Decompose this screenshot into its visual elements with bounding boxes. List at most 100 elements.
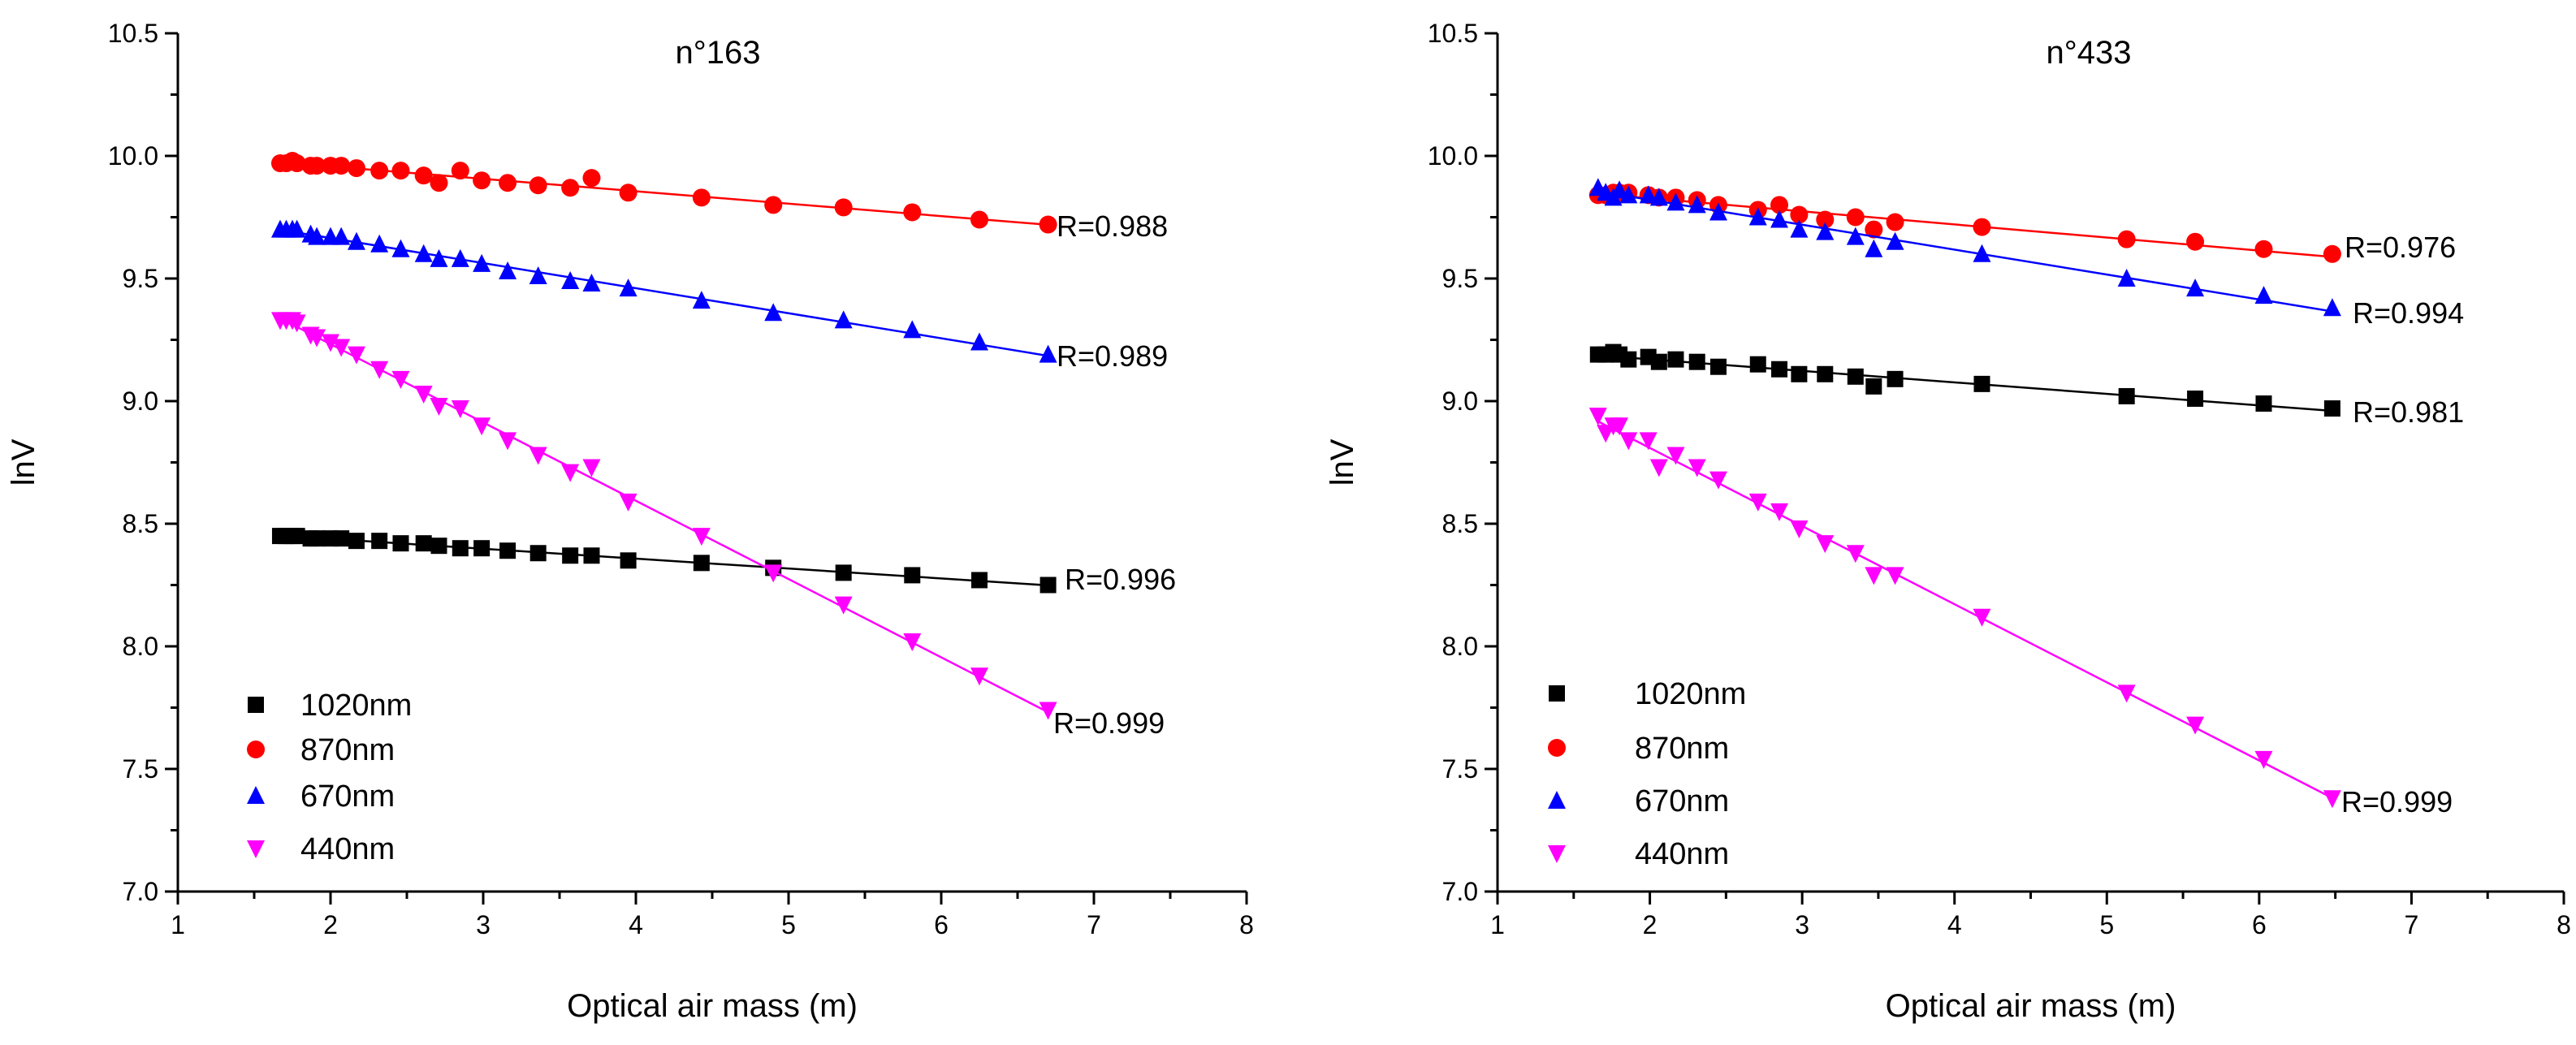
data-point — [1588, 408, 1607, 426]
data-point — [2117, 230, 2136, 248]
data-point — [1688, 353, 1705, 370]
data-point — [903, 320, 922, 339]
y-tick-label: 10.0 — [108, 141, 158, 171]
legend-label: 1020nm — [1635, 677, 1746, 711]
legend-marker — [1548, 739, 1566, 757]
data-point — [2254, 240, 2273, 258]
data-point — [414, 166, 433, 185]
data-point — [1709, 358, 1727, 375]
r-value-label: R=0.976 — [2345, 231, 2456, 264]
data-point — [903, 203, 922, 222]
data-point — [1610, 180, 1629, 199]
data-point — [414, 244, 433, 262]
data-point — [1039, 215, 1057, 234]
x-tick-label: 6 — [2252, 910, 2267, 939]
r-value-label: R=0.996 — [1065, 563, 1176, 596]
x-tick-label: 2 — [1643, 910, 1658, 939]
x-tick-label: 7 — [2405, 910, 2419, 939]
data-point — [347, 346, 365, 365]
data-point — [1887, 370, 1904, 387]
data-point — [2255, 395, 2272, 412]
data-point — [1749, 356, 1766, 373]
y-tick-label: 10.5 — [1428, 19, 1478, 48]
y-tick-label: 7.5 — [1442, 754, 1478, 784]
fit-line — [279, 317, 1049, 714]
data-point — [473, 417, 491, 436]
data-point — [834, 596, 853, 615]
data-point — [370, 361, 389, 379]
data-point — [1039, 576, 1057, 594]
data-point — [1865, 378, 1882, 395]
y-axis-label: lnV — [1325, 438, 1360, 486]
data-point — [529, 447, 547, 465]
x-axis-label: Optical air mass (m) — [1886, 988, 2176, 1024]
data-point — [1748, 493, 1767, 512]
data-point — [529, 545, 547, 562]
legend-label: 440nm — [1635, 837, 1729, 871]
data-point — [904, 567, 921, 584]
data-point — [1817, 365, 1834, 382]
data-point — [1666, 192, 1685, 211]
data-point — [764, 564, 783, 583]
data-point — [1639, 432, 1658, 451]
y-tick-label: 7.0 — [123, 877, 158, 906]
data-point — [347, 231, 365, 250]
data-point — [692, 528, 711, 546]
r-value-label: R=0.999 — [1053, 706, 1165, 740]
y-tick-label: 8.0 — [1442, 632, 1478, 661]
data-point — [620, 552, 637, 569]
x-axis-label: Optical air mass (m) — [567, 988, 858, 1024]
y-tick-label: 8.5 — [1442, 509, 1478, 538]
data-point — [1865, 220, 1883, 239]
data-point — [473, 253, 491, 272]
data-point — [692, 188, 711, 207]
legend-marker — [247, 840, 265, 858]
data-point — [288, 528, 305, 545]
chart-panel-2: 7.0 7.5 8.0 8.5 9.0 9.5 10.0 10.5 1 2 3 4 5 6 7 8 n°433 O… — [1325, 19, 2571, 1024]
data-point — [1790, 520, 1809, 539]
data-point — [529, 266, 547, 284]
data-point — [693, 555, 710, 572]
data-point — [1886, 231, 1904, 250]
data-point — [499, 432, 517, 451]
x-tick-label: 3 — [476, 910, 491, 939]
data-point — [473, 540, 491, 557]
legend-marker — [248, 697, 264, 713]
data-point — [332, 339, 351, 357]
y-tick-label: 9.0 — [123, 386, 158, 416]
x-tick-label: 4 — [1947, 910, 1962, 939]
data-point — [834, 198, 853, 217]
data-point — [287, 219, 306, 238]
data-point — [529, 176, 547, 195]
data-point — [414, 385, 433, 404]
data-point — [2186, 232, 2205, 251]
legend-label: 670nm — [300, 779, 395, 814]
legend-marker — [1548, 791, 1566, 809]
data-point — [2254, 750, 2273, 769]
x-tick-label: 4 — [629, 910, 643, 939]
series-670nm: R=0.994 670nm — [1548, 178, 2464, 818]
data-point — [1816, 222, 1835, 240]
data-point — [430, 248, 448, 267]
series-440nm: R=0.999 440nm — [1548, 408, 2453, 871]
data-point — [1688, 459, 1706, 477]
data-point — [391, 370, 410, 389]
data-point — [561, 271, 580, 290]
fit-line — [1597, 192, 2332, 258]
y-tick-label: 7.5 — [123, 754, 158, 784]
data-point — [1865, 239, 1883, 257]
data-point — [1688, 195, 1706, 214]
data-point — [1846, 208, 1865, 227]
data-point — [561, 464, 580, 482]
x-tick-label: 5 — [2099, 910, 2114, 939]
series-1020nm: R=0.996 1020nm — [248, 528, 1176, 723]
data-point — [1770, 196, 1789, 214]
data-point — [332, 157, 351, 175]
x-tick-label: 1 — [1490, 910, 1505, 939]
series-1020nm: R=0.981 1020nm — [1549, 343, 2464, 711]
x-tick-label: 3 — [1795, 910, 1809, 939]
data-point — [764, 196, 783, 214]
data-point — [370, 234, 389, 253]
data-point — [308, 227, 326, 245]
data-point — [1847, 368, 1864, 385]
